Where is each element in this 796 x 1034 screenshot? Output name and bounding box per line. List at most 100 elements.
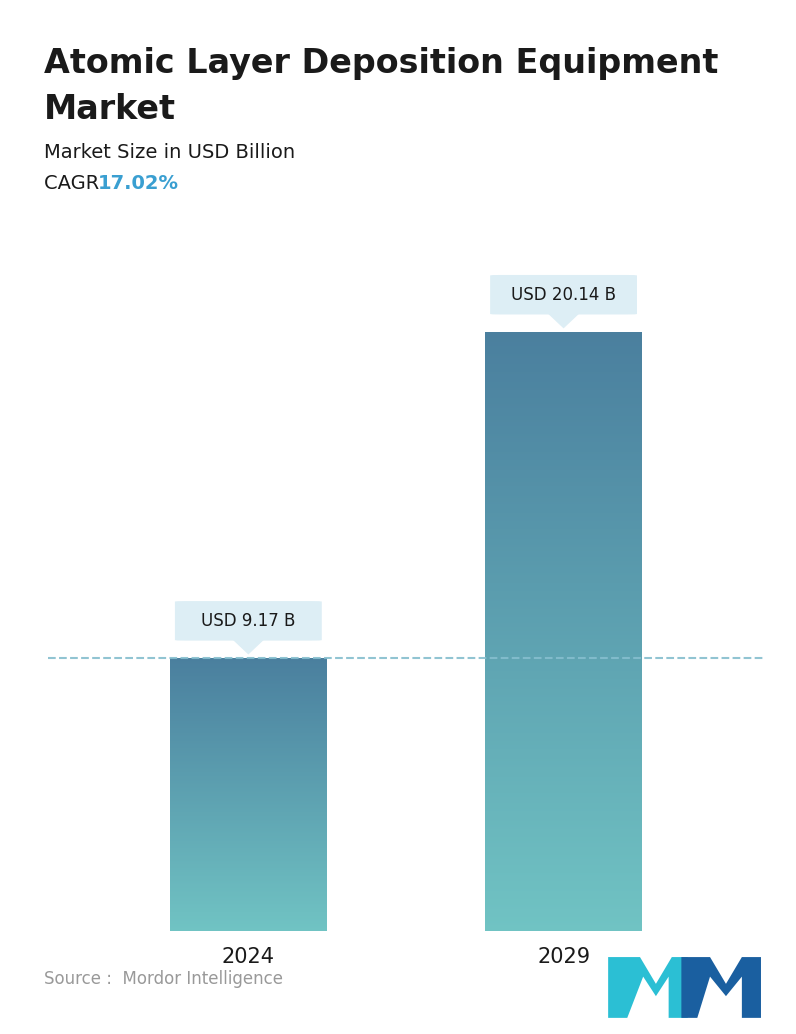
Bar [485,559,642,561]
Bar [485,765,642,767]
Bar [485,480,642,482]
Bar [485,691,642,693]
Bar [485,373,642,375]
Bar [485,594,642,596]
Bar [485,544,642,545]
Bar [485,665,642,667]
Bar [485,529,642,531]
Bar [485,368,642,370]
Bar [485,883,642,885]
Bar [485,429,642,431]
Bar [485,390,642,392]
Bar [485,809,642,811]
Bar [485,901,642,903]
Bar [485,583,642,585]
Bar [485,915,642,916]
Bar [485,749,642,751]
Bar [485,733,642,735]
Bar [485,521,642,523]
Bar [485,501,642,504]
Bar [485,687,642,689]
Bar [485,392,642,394]
Bar [485,761,642,763]
Bar [485,601,642,603]
Bar [485,474,642,476]
Bar [485,779,642,781]
Text: Atomic Layer Deposition Equipment: Atomic Layer Deposition Equipment [44,47,718,80]
Bar [485,431,642,433]
Bar [485,701,642,703]
Bar [485,799,642,801]
Bar [485,869,642,871]
Bar [485,772,642,774]
Bar [485,832,642,834]
Bar [485,834,642,837]
Bar [485,364,642,366]
Bar [485,643,642,645]
Bar [485,512,642,514]
Bar [485,403,642,405]
Bar [485,695,642,697]
Bar [485,615,642,617]
Bar [485,540,642,542]
Bar [485,697,642,699]
Bar [485,628,642,630]
Bar [485,911,642,913]
Bar [485,783,642,785]
Bar [485,579,642,581]
Bar [485,875,642,877]
Bar [485,388,642,390]
Bar [485,343,642,345]
Bar [485,825,642,827]
Bar [485,777,642,779]
Bar [485,651,642,653]
Bar [485,547,642,549]
Bar [485,656,642,658]
Bar [485,789,642,791]
Bar [485,437,642,439]
Bar [485,829,642,830]
Bar [485,372,642,374]
Bar [485,356,642,358]
Bar [485,489,642,491]
Bar [485,394,642,396]
Bar [485,572,642,574]
Bar [485,845,642,847]
Bar [485,635,642,637]
Bar [485,624,642,626]
Bar [485,332,642,334]
Bar [485,753,642,755]
Bar [485,459,642,461]
Bar [485,645,642,647]
Bar [485,671,642,673]
Bar [485,398,642,400]
Bar [485,683,642,686]
Bar [485,467,642,469]
Bar [485,791,642,793]
Bar [485,888,642,890]
Bar [485,793,642,795]
Bar [485,551,642,553]
Text: Market: Market [44,93,176,126]
Bar [485,587,642,589]
Bar [485,747,642,749]
Bar [485,890,642,892]
Bar [485,377,642,379]
Bar [485,661,642,663]
Bar [485,428,642,430]
Bar [485,864,642,866]
Bar [485,349,642,352]
Bar [485,347,642,349]
Bar [485,781,642,783]
Bar [485,795,642,797]
Bar [485,639,642,641]
Bar [485,621,642,624]
Bar [485,693,642,695]
Bar [485,444,642,446]
Text: Market Size in USD Billion: Market Size in USD Billion [44,143,295,161]
Bar [485,527,642,529]
Bar [485,686,642,688]
Polygon shape [608,957,688,1017]
Bar [485,899,642,901]
Bar [485,851,642,853]
